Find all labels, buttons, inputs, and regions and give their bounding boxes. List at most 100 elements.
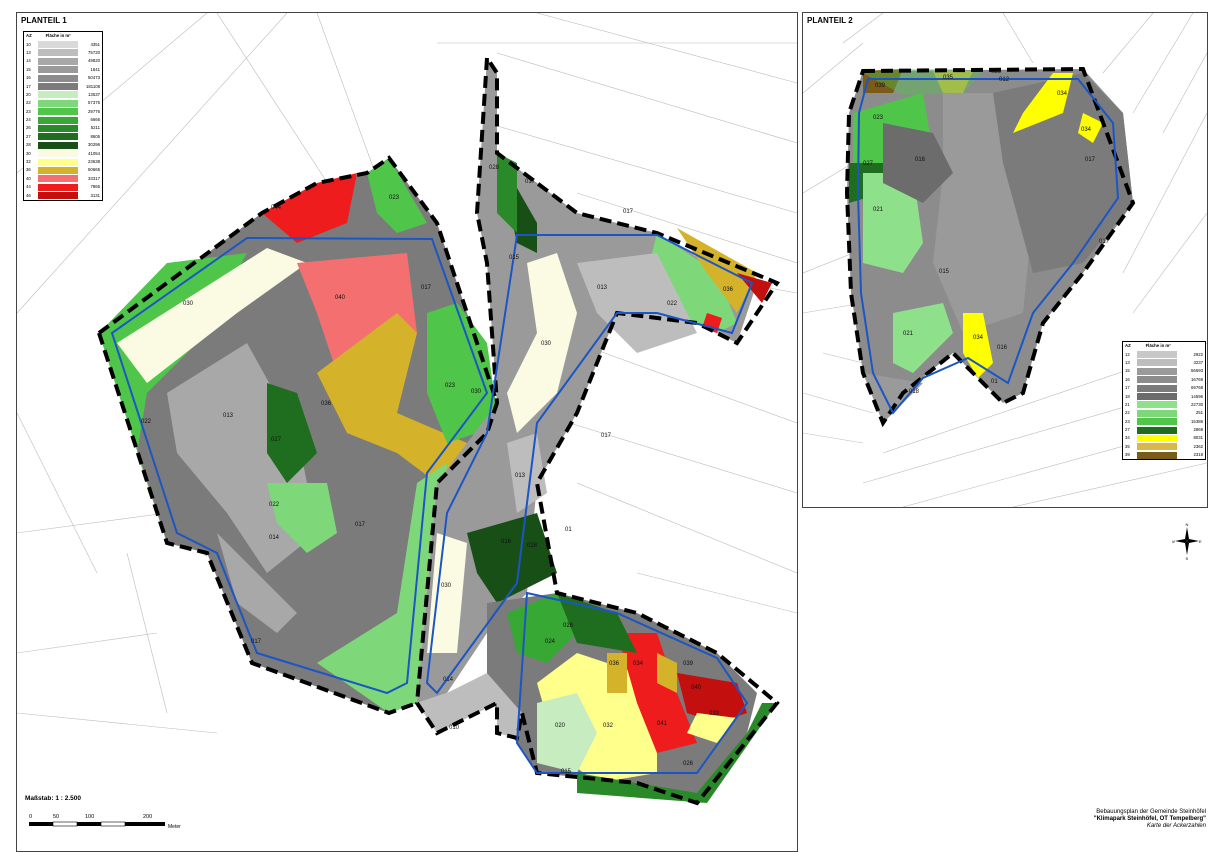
legend2-swatch xyxy=(1137,359,1177,367)
legend2-az-header: AZ xyxy=(1125,343,1131,349)
legend1-row: 14 49820 xyxy=(24,57,102,65)
legend1-row: 30 41054 xyxy=(24,149,102,158)
legend2-row: 21 22730 xyxy=(1123,401,1205,409)
svg-text:01: 01 xyxy=(991,379,998,385)
legend2-swatch xyxy=(1137,384,1177,392)
legend1-row: 10 4351 xyxy=(24,40,102,49)
legend1-row: 36 50665 xyxy=(24,166,102,174)
legend1-swatch xyxy=(38,57,78,65)
legend2-area: 8031 xyxy=(1193,435,1203,441)
svg-text:034: 034 xyxy=(973,335,984,341)
legend1-row: 17 181108 xyxy=(24,82,102,91)
legend1-swatch xyxy=(38,175,78,183)
scale-tick-200: 200 xyxy=(143,814,152,820)
legend2-row: 35 2362 xyxy=(1123,443,1205,451)
legend1-az: 14 xyxy=(26,58,31,64)
svg-text:020: 020 xyxy=(555,723,566,729)
svg-text:028: 028 xyxy=(489,165,500,171)
legend1-row: 13 75720 xyxy=(24,49,102,57)
legend1-az: 13 xyxy=(26,49,31,55)
svg-text:030: 030 xyxy=(183,301,194,307)
planteil-2-map: PLANTEIL 2 039 03 xyxy=(802,12,1208,508)
legend1-az: 44 xyxy=(26,184,31,190)
legend1-az: 36 xyxy=(26,167,31,173)
legend1-az: 23 xyxy=(26,108,31,114)
legend1-row: 15 1841 xyxy=(24,66,102,74)
svg-text:017: 017 xyxy=(251,639,262,645)
legend1-az: 24 xyxy=(26,117,31,123)
legend1-az: 40 xyxy=(26,175,31,181)
legend2-swatch xyxy=(1137,376,1177,384)
legend2-swatch xyxy=(1137,367,1177,375)
legend1-area: 29776 xyxy=(88,108,100,114)
legend1-swatch xyxy=(38,158,78,166)
parcel-east xyxy=(417,58,772,703)
legend1-area: 13537 xyxy=(88,91,100,97)
title-line-1: Bebauungsplan der Gemeinde Steinhöfel xyxy=(1096,809,1206,815)
svg-text:017: 017 xyxy=(1085,157,1096,163)
svg-text:015: 015 xyxy=(509,255,520,261)
svg-text:034: 034 xyxy=(1057,91,1068,97)
legend2-az: 22 xyxy=(1125,410,1130,416)
planteil-1-title: PLANTEIL 1 xyxy=(21,16,67,25)
svg-text:015: 015 xyxy=(561,769,572,775)
svg-text:026: 026 xyxy=(683,761,694,767)
svg-text:023: 023 xyxy=(445,383,456,389)
legend1-swatch xyxy=(38,91,78,99)
svg-text:030: 030 xyxy=(471,389,482,395)
svg-text:024: 024 xyxy=(545,639,556,645)
legend2-area: 2922 xyxy=(1193,351,1203,357)
legend1-area: 50473 xyxy=(88,75,100,81)
svg-text:016: 016 xyxy=(501,539,512,545)
svg-text:027: 027 xyxy=(863,161,874,167)
svg-text:021: 021 xyxy=(873,207,884,213)
legend1-swatch xyxy=(38,191,78,200)
legend1-swatch xyxy=(38,99,78,107)
svg-text:030: 030 xyxy=(441,583,452,589)
svg-text:01: 01 xyxy=(565,527,572,533)
legend1-az: 16 xyxy=(26,75,31,81)
svg-text:023: 023 xyxy=(389,195,400,201)
svg-text:022: 022 xyxy=(269,502,280,508)
svg-text:026: 026 xyxy=(991,69,1002,75)
plan-boundary-2 xyxy=(844,66,1136,428)
legend2-row: 34 8031 xyxy=(1123,434,1205,442)
legend2-swatch xyxy=(1137,418,1177,426)
plan-boundary xyxy=(97,56,781,806)
svg-text:010: 010 xyxy=(449,725,460,731)
legend2-area: 22730 xyxy=(1191,401,1203,407)
legend1-az: 10 xyxy=(26,41,31,47)
legend1-area: 50665 xyxy=(88,167,100,173)
svg-text:017: 017 xyxy=(421,285,432,291)
legend2-az: 12 xyxy=(1125,351,1130,357)
legend-planteil-1: AZ Fläche in m² 10 4351 13 75720 14 49820 15 184… xyxy=(23,31,103,201)
svg-text:023: 023 xyxy=(873,115,884,121)
svg-text:013: 013 xyxy=(223,413,234,419)
svg-text:033: 033 xyxy=(709,711,720,717)
legend1-area: 41054 xyxy=(88,150,100,156)
legend2-row: 18 14596 xyxy=(1123,392,1205,401)
legend2-swatch xyxy=(1137,434,1177,442)
svg-text:034: 034 xyxy=(633,661,644,667)
legend1-swatch xyxy=(38,149,78,158)
svg-text:017: 017 xyxy=(601,433,612,439)
title-block: Bebauungsplan der Gemeinde Steinhöfel "K… xyxy=(1094,809,1206,830)
legend2-area-header: Fläche in m² xyxy=(1145,343,1171,349)
legend1-area: 8605 xyxy=(90,133,100,139)
svg-text:036: 036 xyxy=(723,287,734,293)
legend1-swatch xyxy=(38,133,78,141)
legend2-row: 16 16769 xyxy=(1123,376,1205,384)
legend1-area: 4351 xyxy=(90,41,100,47)
legend2-area: 2869 xyxy=(1193,427,1203,433)
legend1-az: 22 xyxy=(26,100,31,106)
legend2-row: 15 56693 xyxy=(1123,367,1205,375)
svg-text:041: 041 xyxy=(657,721,668,727)
scale-tick-100: 100 xyxy=(85,814,94,820)
legend2-az: 15 xyxy=(1125,368,1130,374)
legend2-area: 2318 xyxy=(1193,452,1203,458)
legend1-swatch xyxy=(38,116,78,124)
legend1-az: 15 xyxy=(26,66,31,72)
legend-az-header: AZ xyxy=(26,33,32,39)
legend1-area: 7865 xyxy=(90,184,100,190)
parcel-2 xyxy=(847,69,1133,423)
